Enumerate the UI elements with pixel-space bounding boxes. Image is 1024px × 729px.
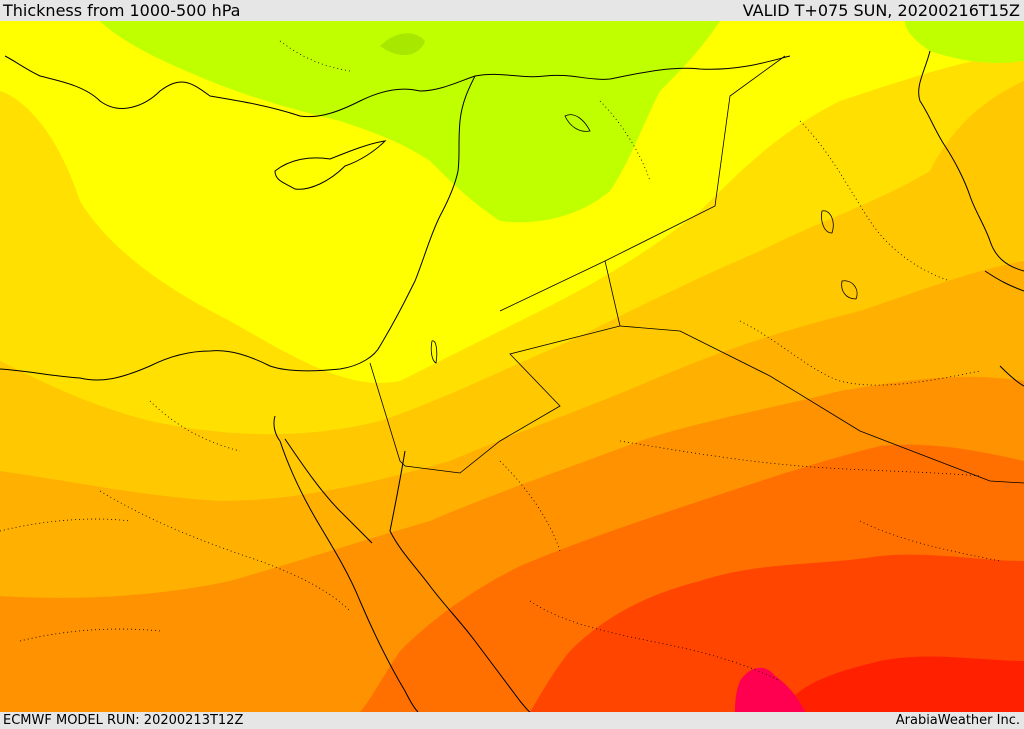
model-run: ECMWF MODEL RUN: 20200213T12Z — [3, 713, 244, 728]
cyprus — [274, 140, 387, 190]
footer-bar: ECMWF MODEL RUN: 20200213T12Z ArabiaWeat… — [0, 712, 1024, 729]
internal-boundaries — [0, 40, 1001, 682]
coastline-north-africa — [0, 345, 381, 381]
border-egypt-sudan — [369, 362, 406, 467]
coastlines — [0, 50, 1024, 712]
dead-sea — [430, 340, 438, 364]
lake-van — [564, 114, 591, 132]
zone-green-dark — [380, 33, 425, 56]
coastline-levant — [379, 75, 476, 347]
header-bar: Thickness from 1000-500 hPa VALID T+075 … — [0, 0, 1024, 21]
thickness-map[interactable] — [0, 21, 1024, 712]
zone-green-east — [905, 21, 1024, 63]
map-canvas — [0, 21, 1024, 712]
map-title: Thickness from 1000-500 hPa — [3, 1, 241, 20]
credit: ArabiaWeather Inc. — [895, 713, 1020, 728]
valid-time: VALID T+075 SUN, 20200216T15Z — [742, 1, 1020, 20]
gulf-of-suez — [273, 415, 373, 544]
borders — [369, 55, 1024, 484]
red-sea-west — [279, 440, 419, 712]
zone-magenta — [735, 667, 805, 712]
persian-gulf — [984, 270, 1024, 387]
zone-red — [780, 656, 1024, 712]
coastline-upper — [474, 55, 791, 80]
zone-green — [100, 21, 720, 223]
red-sea-east — [389, 450, 531, 712]
border-syria-iraq — [499, 260, 606, 312]
lake-tharthar — [821, 210, 834, 234]
coastline-turkey — [4, 55, 476, 118]
border-saudi-jordan — [404, 55, 786, 474]
lake-razaza — [841, 280, 858, 300]
border-iraq-saudi — [619, 325, 1024, 484]
lakes — [430, 114, 858, 364]
coastline-east — [918, 50, 1024, 272]
